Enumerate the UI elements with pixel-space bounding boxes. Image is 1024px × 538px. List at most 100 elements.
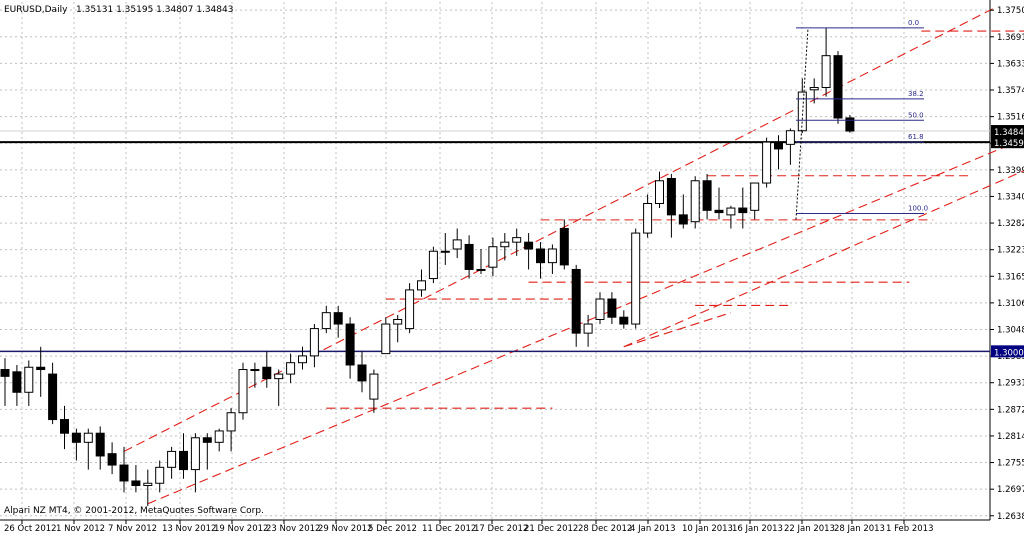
x-tick-label: 1 Feb 2013	[886, 524, 934, 534]
candle-body	[274, 373, 284, 380]
candle	[107, 442, 117, 475]
y-tick-label: 1.35160	[997, 113, 1024, 123]
y-tick-label: 1.30480	[997, 326, 1024, 336]
candle-body	[678, 214, 688, 225]
candle-body	[500, 241, 510, 248]
candle	[405, 283, 415, 334]
x-tick-label: 19 Nov 2012	[214, 524, 268, 534]
candle-body	[286, 362, 296, 375]
candle	[309, 324, 319, 368]
y-tick-label: 1.35745	[997, 86, 1024, 96]
y-tick-label: 1.31065	[997, 299, 1024, 309]
candle	[83, 428, 93, 470]
candle	[345, 317, 355, 379]
x-tick-label: 11 Dec 2012	[422, 524, 476, 534]
candle-body	[785, 130, 795, 145]
candle-body	[595, 298, 605, 320]
candle	[821, 27, 831, 97]
y-tick-label: 1.27555	[997, 459, 1024, 469]
y-tick-label: 1.36915	[997, 33, 1024, 43]
x-tick-label: 28 Jan 2013	[834, 524, 885, 534]
candle-body	[262, 366, 272, 380]
candle-body	[619, 316, 629, 325]
candle	[559, 219, 569, 270]
candle-body	[833, 55, 843, 119]
candle	[452, 228, 462, 259]
candle-body	[440, 250, 450, 253]
candle	[298, 346, 307, 370]
candle-body	[738, 207, 748, 214]
candle-body	[167, 450, 177, 468]
candle-body	[345, 323, 355, 366]
candle	[417, 269, 426, 297]
candle	[119, 446, 129, 493]
fib-level-label: 50.0	[908, 111, 924, 119]
candle	[524, 233, 534, 270]
y-tick-label: 1.37500	[997, 6, 1024, 16]
candle	[476, 248, 486, 275]
candle-body	[24, 366, 34, 393]
candle-body	[155, 466, 165, 484]
candle-body	[571, 268, 581, 334]
x-tick-label: 26 Oct 2012	[4, 524, 57, 534]
candle	[595, 292, 605, 325]
candle	[0, 358, 10, 406]
candle-body	[643, 203, 653, 234]
candle	[631, 228, 641, 329]
candle-body	[714, 209, 724, 214]
candle	[702, 173, 712, 220]
x-tick-label: 28 Dec 2012	[578, 524, 632, 534]
candle-body	[690, 180, 700, 223]
support-trend-line-short[interactable]	[623, 312, 732, 348]
fibonacci-retracement[interactable]: 0.0 38.2 50.0 61.8 100.0	[795, 19, 928, 220]
grid-lines	[0, 0, 991, 521]
y-tick-label: 1.29310	[997, 379, 1024, 389]
candle-body	[774, 141, 783, 150]
candle	[833, 51, 843, 124]
copyright-text: Alpari NZ MT4, © 2001-2012, MetaQuotes S…	[4, 506, 264, 516]
fib-level-label: 0.0	[908, 19, 919, 27]
candle-body	[845, 117, 855, 132]
candle-body	[821, 55, 831, 89]
candle-body	[559, 228, 569, 266]
candle-body	[333, 312, 343, 325]
candle	[738, 187, 748, 229]
candle-body	[0, 369, 10, 377]
y-tick-label: 1.28725	[997, 405, 1024, 415]
candle	[464, 235, 474, 279]
candle-body	[214, 430, 224, 443]
candle	[71, 428, 81, 461]
candle-body	[762, 141, 772, 184]
candle-body	[726, 207, 736, 216]
price-axis: 1.37500 1.36915 1.36330 1.35745 1.35160 1.345…	[990, 6, 1024, 522]
y-tick-label: 1.32820	[997, 219, 1024, 229]
candle-body	[298, 355, 307, 364]
candle-body	[476, 268, 486, 271]
x-tick-label: 7 Nov 2012	[108, 524, 157, 534]
candle-body	[536, 248, 545, 264]
level-price-tag-bg	[991, 136, 1024, 149]
fib-level-label: 100.0	[908, 205, 928, 213]
fib-level-label: 38.2	[908, 90, 924, 98]
x-tick-label: 22 Jan 2013	[784, 524, 835, 534]
level-price-tag: 1.34598	[994, 139, 1024, 149]
candle	[643, 194, 653, 238]
candle-body	[417, 280, 426, 291]
candle	[357, 351, 367, 393]
candle-body	[369, 373, 379, 400]
x-tick-label: 4 Jan 2013	[630, 524, 676, 534]
candle	[143, 469, 153, 506]
candle-body	[607, 298, 617, 318]
candle	[607, 292, 617, 325]
candle-body	[393, 318, 403, 325]
channel-lower-line[interactable]	[147, 141, 1017, 505]
candle	[60, 405, 69, 450]
candle-body	[48, 373, 58, 421]
current-price-tag-bg	[991, 125, 1024, 138]
current-price-tag: 1.34843	[994, 128, 1024, 138]
candle-body	[488, 246, 498, 268]
x-tick-label: 17 Dec 2012	[474, 524, 528, 534]
